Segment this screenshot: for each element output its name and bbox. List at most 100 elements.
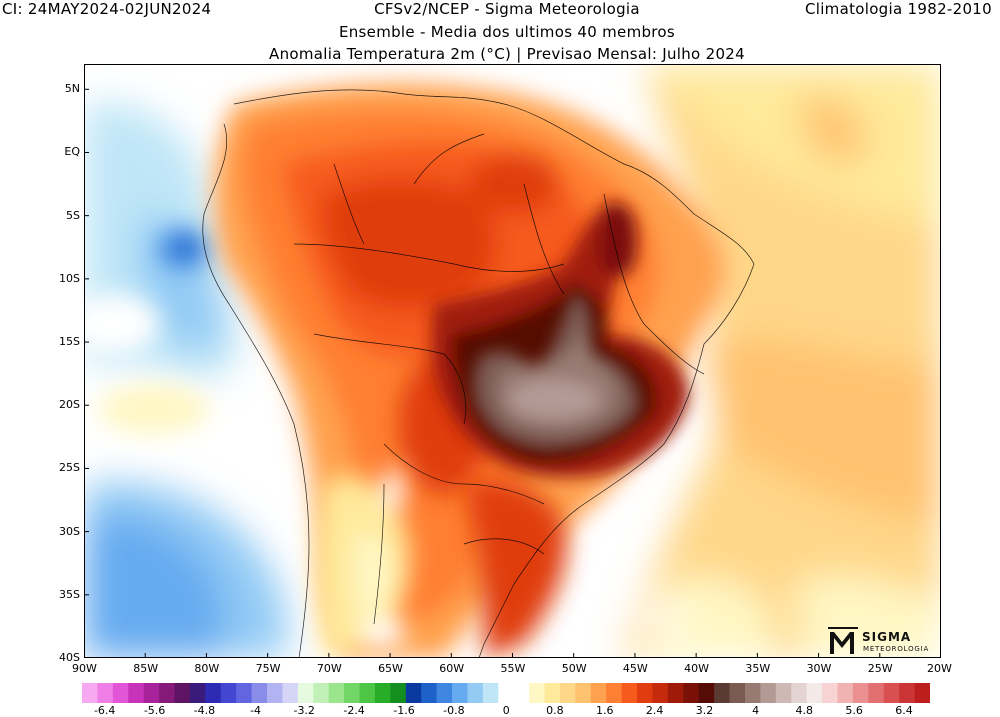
lon-tick-label: 60W xyxy=(439,662,465,675)
lon-tick-label: 20W xyxy=(927,662,952,675)
colorbar-swatch xyxy=(729,683,746,703)
colorbar-swatch xyxy=(575,683,592,703)
colorbar-swatch xyxy=(482,683,499,703)
colorbar-swatch xyxy=(883,683,900,703)
lat-tick-label: 40S xyxy=(59,651,80,664)
colorbar-swatch xyxy=(313,683,330,703)
colorbar-tick-label: 0.8 xyxy=(546,704,564,717)
logo-name: SIGMA xyxy=(862,630,912,644)
colorbar-tick-label: -0.8 xyxy=(443,704,465,717)
lon-tick-label: 35W xyxy=(745,662,771,675)
colorbar-swatch xyxy=(667,683,684,703)
colorbar-tick-label: 4 xyxy=(752,704,760,717)
lon-tick-label: 65W xyxy=(378,662,403,675)
map-canvas xyxy=(84,64,941,658)
colorbar-swatch xyxy=(143,683,160,703)
colorbar-tick-label: 5.6 xyxy=(845,704,863,717)
colorbar-swatch xyxy=(714,683,731,703)
climatology-label: Climatologia 1982-2010 xyxy=(804,0,992,18)
colorbar-swatch xyxy=(683,683,700,703)
colorbar-swatch xyxy=(436,683,453,703)
lat-tick-label: 5N xyxy=(64,82,80,96)
colorbar-swatch xyxy=(251,683,268,703)
colorbar-swatch xyxy=(513,683,530,703)
colorbar-swatch xyxy=(498,683,515,703)
colorbar-swatch xyxy=(760,683,777,703)
peru-cold-core xyxy=(159,229,209,269)
colorbar-swatch xyxy=(112,683,129,703)
colorbar-swatch xyxy=(390,683,407,703)
colorbar-swatch xyxy=(82,683,98,703)
colorbar-swatch xyxy=(544,683,561,703)
colorbar-swatch xyxy=(421,683,438,703)
lon-tick-label: 80W xyxy=(194,662,220,675)
sigma-logo xyxy=(828,627,858,654)
lon-tick-label: 25W xyxy=(867,662,893,675)
lat-tick-label: 20S xyxy=(59,398,80,412)
colorbar-swatch xyxy=(698,683,715,703)
title-line-2: Ensemble - Media dos ultimos 40 membros xyxy=(338,23,676,41)
colorbar-swatch xyxy=(359,683,376,703)
lat-tick-label: 15S xyxy=(59,335,80,349)
lat-tick-label: 5S xyxy=(66,208,80,222)
colorbar-tick-label: -4.8 xyxy=(193,704,216,717)
southeast-red-tongue xyxy=(464,480,567,658)
colorbar-tick-label: -2.4 xyxy=(343,704,365,717)
colorbar-tick-label: 0 xyxy=(502,704,510,717)
atlantic-field xyxy=(624,64,941,658)
colorbar-tick-label: -5.6 xyxy=(143,704,166,717)
colorbar-swatch xyxy=(128,683,145,703)
lat-tick-label: EQ xyxy=(64,145,80,159)
colorbar-swatch xyxy=(791,683,808,703)
colorbar-swatch xyxy=(205,683,222,703)
colorbar-tick-label: -4 xyxy=(250,704,262,717)
colorbar-swatch xyxy=(282,683,299,703)
axis-ticks xyxy=(84,88,941,658)
colorbar-swatch xyxy=(806,683,823,703)
colorbar-tick-label: 3.2 xyxy=(695,704,714,717)
colorbar-tick-label: -6.4 xyxy=(93,704,116,717)
colorbar-swatch xyxy=(606,683,623,703)
colorbar-tick-label: 6.4 xyxy=(895,704,913,717)
lon-tick-label: 45W xyxy=(622,662,648,675)
colorbar-swatch xyxy=(452,683,468,703)
lat-tick-label: 10S xyxy=(59,271,80,285)
colorbar-swatch xyxy=(159,683,176,703)
lon-tick-label: 85W xyxy=(133,662,159,675)
colorbar-swatch xyxy=(637,683,653,703)
colorbar-tick-label: -1.6 xyxy=(393,704,415,717)
colorbar-tick-label: 2.4 xyxy=(645,704,664,717)
title-line-3: Anomalia Temperatura 2m (°C) | Previsao … xyxy=(269,45,745,63)
lon-tick-label: 75W xyxy=(255,662,281,675)
colorbar-swatch xyxy=(590,683,607,703)
anomaly-map xyxy=(84,64,941,658)
colorbar-swatch xyxy=(374,683,391,703)
colorbar-swatch xyxy=(467,683,484,703)
colorbar-swatch xyxy=(621,683,638,703)
colorbar-swatch xyxy=(529,683,546,703)
colorbar-swatch xyxy=(174,683,191,703)
lon-tick-label: 30W xyxy=(806,662,832,675)
colorbar-swatch xyxy=(914,683,930,703)
colorbar-swatch xyxy=(220,683,237,703)
colorbar-swatch xyxy=(297,683,314,703)
argentina-yellow xyxy=(316,467,411,658)
colorbar-swatch xyxy=(405,683,422,703)
colorbar-swatch xyxy=(852,683,869,703)
colorbar-tick-label: 1.6 xyxy=(596,704,614,717)
central-peak-brown xyxy=(473,294,640,449)
lon-tick-label: 55W xyxy=(500,662,526,675)
colorbar-tick-label: 4.8 xyxy=(795,704,814,717)
logo-subtitle: METEOROLOGIA xyxy=(863,645,930,653)
colorbar-swatch xyxy=(744,683,761,703)
colorbar-swatch xyxy=(267,683,283,703)
colorbar-swatch xyxy=(775,683,792,703)
colorbar-swatch xyxy=(652,683,669,703)
lat-tick-label: 30S xyxy=(59,524,80,538)
coastline-borders xyxy=(202,89,755,658)
lon-tick-label: 40W xyxy=(684,662,710,675)
initial-conditions-label: CI: 24MAY2024-02JUN2024 xyxy=(2,0,212,18)
lat-tick-label: 35S xyxy=(59,587,80,601)
title-line-1: CFSv2/NCEP - Sigma Meteorologia xyxy=(374,0,640,18)
colorbar-tick-label: -3.2 xyxy=(293,704,315,717)
